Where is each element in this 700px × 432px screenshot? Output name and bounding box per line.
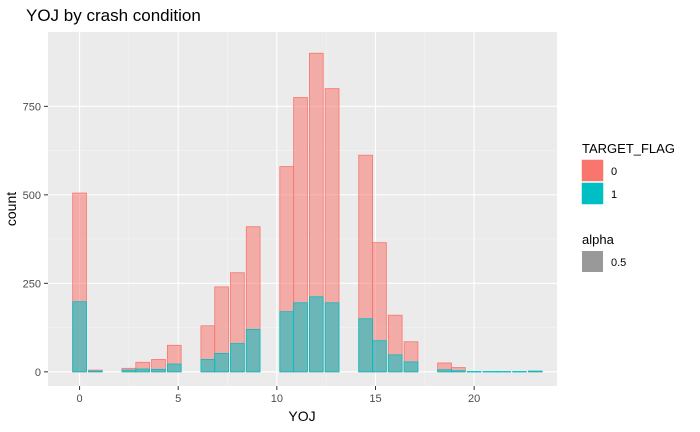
histogram-bar-series-1	[151, 368, 166, 373]
histogram-bar-series-1	[437, 369, 452, 373]
histogram-bar-series-1	[372, 340, 387, 373]
bars-layer	[72, 52, 543, 373]
legend-title: alpha	[582, 232, 615, 247]
histogram-bar-series-1	[451, 370, 466, 373]
chart-title: YOJ by crash condition	[26, 6, 201, 25]
legend-label: 1	[611, 189, 617, 201]
histogram-bar-series-1	[135, 368, 151, 373]
x-axis-label: YOJ	[288, 408, 315, 424]
legend-swatch	[581, 159, 604, 182]
histogram-bar-series-1	[358, 318, 373, 373]
legend-title: TARGET_FLAG	[582, 141, 675, 156]
legend-label: 0.5	[611, 257, 626, 269]
histogram-bar-series-1	[279, 311, 295, 373]
histogram-bar-series-1	[293, 302, 308, 373]
histogram-bar-series-1	[88, 370, 103, 373]
histogram-bar-series-1	[72, 301, 87, 373]
legend-layer: TARGET_FLAG 0 1 alpha 0.5	[581, 141, 675, 272]
y-tick-label: 250	[23, 278, 41, 290]
histogram-bar-series-1	[466, 371, 482, 373]
histogram-bar-series-1	[482, 371, 498, 373]
histogram-bar-series-1	[512, 371, 527, 373]
histogram-bar-series-1	[121, 369, 137, 373]
histogram-bar-series-1	[387, 354, 403, 373]
x-tick-label: 15	[369, 393, 381, 405]
histogram-bar-series-1	[324, 302, 340, 373]
x-tick-label: 10	[271, 393, 283, 405]
y-tick-label: 500	[23, 190, 41, 202]
histogram-bar-series-1	[527, 370, 543, 373]
histogram-bar-series-1	[214, 353, 229, 373]
y-axis-label: count	[3, 192, 19, 226]
x-tick-label: 20	[468, 393, 480, 405]
legend-label: 0	[611, 166, 617, 178]
histogram-bar-series-1	[200, 359, 216, 373]
x-tick-label: 0	[77, 393, 83, 405]
legend-swatch	[581, 182, 604, 205]
y-tick-label: 0	[35, 367, 41, 379]
histogram-bar-series-1	[403, 361, 419, 373]
legend-swatch	[582, 251, 603, 272]
histogram-bar-series-1	[166, 363, 182, 373]
histogram-bar-series-1	[309, 296, 324, 373]
histogram-bar-series-1	[230, 343, 245, 373]
y-tick-label: 750	[23, 101, 41, 113]
histogram-bar-series-1	[496, 371, 512, 373]
histogram-bar-series-1	[245, 328, 261, 373]
axes-layer: 0 5 10 15 20 0 250 500 750	[23, 101, 481, 405]
x-tick-label: 5	[175, 393, 181, 405]
